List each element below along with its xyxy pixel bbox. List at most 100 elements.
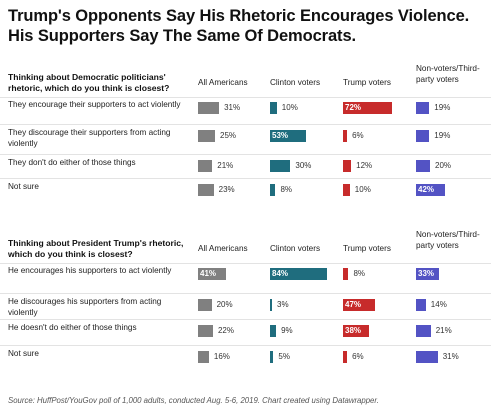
data-bar	[270, 299, 273, 311]
row-label: They discourage their supporters from ac…	[8, 128, 171, 148]
value-label: 8%	[280, 185, 292, 194]
value-label: 31%	[224, 103, 241, 112]
table-row: Not sure 16% 5% 6% 31%	[0, 349, 491, 373]
column-header: All Americans	[198, 78, 248, 87]
value-label: 47%	[345, 300, 362, 309]
table-row: They don't do either of those things 21% 3…	[0, 158, 491, 182]
bar-cell: 8%	[343, 268, 411, 280]
chart-title: Trump's Opponents Say His Rhetoric Encou…	[8, 6, 488, 46]
bar-cell: 53%	[270, 130, 338, 142]
value-label: 5%	[278, 352, 290, 361]
value-label: 20%	[216, 300, 233, 309]
row-divider	[0, 293, 491, 294]
bar-cell: 20%	[198, 299, 266, 311]
row-label: They don't do either of those things	[8, 158, 136, 167]
value-label: 16%	[213, 352, 230, 361]
bar-cell: 33%	[416, 268, 486, 280]
row-label: He encourages his supporters to act viol…	[8, 266, 172, 275]
data-bar	[270, 184, 276, 196]
bar-cell: 10%	[343, 184, 411, 196]
column-header: Non-voters/Third-party voters	[416, 230, 480, 250]
bar-cell: 3%	[270, 299, 338, 311]
row-divider	[0, 178, 491, 179]
row-divider	[0, 154, 491, 155]
table-row: He discourages his supporters from actin…	[0, 297, 491, 321]
value-label: 21%	[217, 161, 234, 170]
data-bar	[198, 351, 209, 363]
table-row: They encourage their supporters to act v…	[0, 100, 491, 124]
bar-cell: 31%	[198, 102, 266, 114]
bar-cell: 20%	[416, 160, 486, 172]
data-bar	[343, 102, 392, 114]
column-header: All Americans	[198, 244, 248, 253]
value-label: 20%	[435, 161, 452, 170]
value-label: 84%	[272, 269, 289, 278]
data-bar	[343, 325, 369, 337]
value-label: 8%	[353, 269, 365, 278]
bar-cell: 19%	[416, 130, 486, 142]
value-label: 14%	[430, 300, 447, 309]
data-bar	[198, 299, 212, 311]
data-bar	[416, 351, 438, 363]
bar-cell: 47%	[343, 299, 411, 311]
bar-cell: 84%	[270, 268, 338, 280]
bar-cell: 8%	[270, 184, 338, 196]
value-label: 19%	[434, 103, 451, 112]
title-line-1: Trump's Opponents Say His Rhetoric Encou…	[8, 7, 470, 25]
value-label: 31%	[442, 352, 459, 361]
data-bar	[270, 268, 328, 280]
value-label: 10%	[354, 185, 371, 194]
header-divider	[0, 263, 491, 264]
value-label: 21%	[435, 326, 452, 335]
bar-cell: 42%	[416, 184, 486, 196]
table-row: He doesn't do either of those things 22% 9…	[0, 323, 491, 347]
row-label: He doesn't do either of those things	[8, 323, 137, 332]
header-divider	[0, 97, 491, 98]
bar-cell: 72%	[343, 102, 411, 114]
table-row: Not sure 23% 8% 10% 42%	[0, 182, 491, 206]
column-header: Clinton voters	[270, 78, 321, 87]
data-bar	[198, 160, 213, 172]
value-label: 3%	[277, 300, 289, 309]
bar-cell: 41%	[198, 268, 266, 280]
data-bar	[416, 160, 430, 172]
data-bar	[343, 268, 349, 280]
data-bar	[343, 130, 348, 142]
value-label: 12%	[356, 161, 373, 170]
column-header: Trump voters	[343, 244, 391, 253]
table-section: Thinking about President Trump's rhetori…	[0, 230, 491, 373]
source-note: Source: HuffPost/YouGov poll of 1,000 ad…	[8, 396, 379, 405]
value-label: 42%	[418, 185, 435, 194]
value-label: 19%	[434, 131, 451, 140]
title-line-2: His Supporters Say The Same Of Democrats…	[8, 27, 357, 45]
value-label: 9%	[281, 326, 293, 335]
bar-cell: 12%	[343, 160, 411, 172]
data-bar	[198, 130, 215, 142]
value-label: 22%	[217, 326, 234, 335]
value-label: 38%	[345, 326, 362, 335]
bar-cell: 22%	[198, 325, 266, 337]
value-label: 33%	[418, 269, 435, 278]
column-header: Clinton voters	[270, 244, 321, 253]
data-bar	[343, 184, 350, 196]
bar-cell: 10%	[270, 102, 338, 114]
column-header: Trump voters	[343, 78, 391, 87]
data-bar	[343, 160, 352, 172]
value-label: 41%	[200, 269, 217, 278]
value-label: 25%	[220, 131, 237, 140]
bar-cell: 21%	[416, 325, 486, 337]
data-bar	[343, 351, 348, 363]
table-section: Thinking about Democratic politicians' r…	[0, 64, 491, 206]
bar-cell: 19%	[416, 102, 486, 114]
bar-cell: 31%	[416, 351, 486, 363]
data-bar	[198, 102, 220, 114]
question-text: Thinking about Democratic politicians' r…	[8, 72, 170, 93]
data-bar	[416, 268, 440, 280]
data-bar	[416, 299, 426, 311]
row-label: He discourages his supporters from actin…	[8, 297, 162, 317]
data-bar	[416, 130, 430, 142]
bar-cell: 30%	[270, 160, 338, 172]
value-label: 53%	[272, 131, 289, 140]
bar-cell: 25%	[198, 130, 266, 142]
question-text: Thinking about President Trump's rhetori…	[8, 238, 184, 259]
